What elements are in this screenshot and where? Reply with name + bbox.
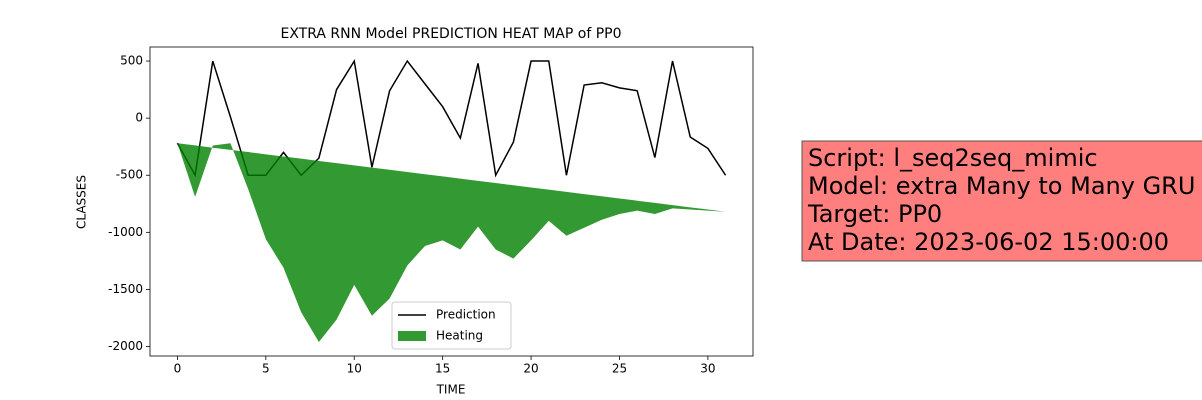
y-tick-label: -500 <box>116 168 143 182</box>
x-axis-label: TIME <box>436 383 466 397</box>
chart-title: EXTRA RNN Model PREDICTION HEAT MAP of P… <box>280 26 621 42</box>
x-tick-label: 25 <box>612 362 627 376</box>
x-tick-label: 30 <box>700 362 715 376</box>
legend-swatch <box>398 331 426 341</box>
annotation-line: Script: l_seq2seq_mimic <box>808 144 1098 172</box>
legend-label: Heating <box>436 329 483 343</box>
y-tick-label: -1500 <box>108 282 143 296</box>
annotation-line: Target: PP0 <box>807 200 942 228</box>
y-tick-label: -2000 <box>108 339 143 353</box>
annotation-line: At Date: 2023-06-02 15:00:00 <box>808 228 1169 256</box>
y-tick-label: 500 <box>120 54 143 68</box>
annotation-line: Model: extra Many to Many GRU <box>808 172 1195 200</box>
y-tick-label: -1000 <box>108 225 143 239</box>
annotation-box <box>801 140 1202 262</box>
y-axis-label: CLASSES <box>75 175 89 229</box>
x-tick-label: 0 <box>174 362 182 376</box>
x-tick-label: 5 <box>262 362 270 376</box>
area <box>177 143 726 342</box>
y-tick-label: 0 <box>135 111 143 125</box>
x-tick-label: 20 <box>523 362 538 376</box>
legend-label: Prediction <box>436 308 496 322</box>
plot-frame <box>149 46 754 357</box>
x-tick-label: 10 <box>347 362 362 376</box>
x-tick-label: 15 <box>435 362 450 376</box>
